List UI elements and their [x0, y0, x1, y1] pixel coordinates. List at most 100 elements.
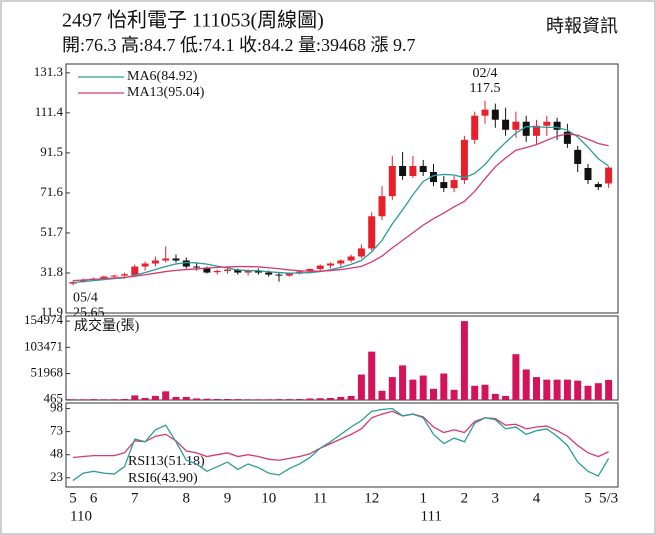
ma-line: [72, 125, 609, 284]
y-tick-label: 91.5: [40, 144, 63, 159]
volume-bar: [121, 398, 128, 400]
volume-bar: [491, 393, 499, 400]
x-tick-label: 1: [419, 490, 427, 506]
x-tick-label: 5: [69, 490, 77, 506]
candle-body: [151, 260, 159, 264]
candle-body: [605, 167, 613, 184]
candle-body: [254, 270, 262, 273]
candle-body: [388, 165, 396, 197]
legend-label: RSI13(51.18): [128, 454, 205, 469]
candle-body: [316, 265, 324, 269]
candle-body: [594, 184, 602, 188]
volume-bar: [543, 379, 551, 400]
y-tick-label: 51.7: [40, 224, 63, 239]
volume-bar: [481, 384, 489, 400]
volume-bar: [533, 377, 540, 400]
candle-body: [533, 125, 540, 136]
candle-body: [224, 269, 231, 271]
x-year-label: 111: [421, 508, 442, 524]
candle-body: [450, 180, 458, 189]
y-tick-label: 154974: [24, 312, 64, 327]
panel-title: 成交量(張): [74, 317, 140, 334]
volume-bar: [203, 398, 211, 400]
candle-body: [193, 266, 201, 268]
volume-bar: [460, 321, 468, 400]
volume-bar: [100, 399, 108, 400]
volume-bar: [337, 396, 345, 400]
volume-bar: [605, 379, 613, 400]
candle-body: [337, 260, 345, 264]
candle-body: [440, 182, 448, 189]
volume-bar: [285, 399, 293, 400]
candle-body: [460, 139, 468, 181]
volume-bar: [182, 396, 190, 400]
y-tick-label: 465: [44, 391, 64, 406]
y-tick-label: 98: [50, 400, 63, 415]
volume-bar: [151, 395, 159, 400]
volume-bar: [327, 397, 334, 400]
panel: [65, 402, 619, 488]
ma-line: [72, 133, 609, 282]
candle-body: [162, 258, 170, 261]
volume-bar: [306, 398, 314, 400]
candle-body: [502, 119, 510, 130]
annotation-date: 02/4: [473, 66, 498, 81]
volume-bar: [378, 390, 386, 400]
volume-bar: [471, 385, 479, 400]
volume-bar: [244, 399, 252, 400]
volume-bar: [512, 354, 520, 400]
candle-body: [141, 263, 149, 267]
volume-bar: [224, 398, 231, 400]
annotation-date: 05/4: [73, 291, 98, 306]
candle-body: [79, 279, 87, 283]
volume-bar: [316, 398, 324, 400]
candle-body: [100, 276, 108, 279]
candle-body: [553, 121, 561, 130]
volume-bar: [419, 375, 427, 400]
y-tick-label: 23: [50, 469, 63, 484]
legend-label: RSI6(43.90): [128, 471, 198, 486]
candle-body: [543, 121, 551, 126]
candle-body: [182, 260, 190, 267]
volume-bar: [553, 379, 561, 400]
volume-bar: [357, 374, 365, 400]
x-tick-label: 12: [364, 490, 379, 506]
candle-body: [203, 267, 211, 273]
x-tick-label: 4: [533, 490, 541, 506]
candle-body: [368, 216, 376, 249]
volume-bar: [131, 395, 139, 400]
rsi-line: [72, 407, 610, 482]
candle-body: [327, 263, 334, 266]
volume-bar: [265, 399, 273, 400]
volume-bar: [90, 399, 98, 400]
volume-bar: [409, 379, 417, 400]
volume-bar: [234, 399, 242, 400]
chart-subtitle: 開:76.3 高:84.7 低:74.1 收:84.2 量:39468 漲 9.…: [62, 35, 416, 55]
volume-bar: [193, 398, 201, 400]
candle-body: [481, 109, 489, 116]
volume-bar: [254, 399, 262, 400]
candle-body: [172, 258, 180, 261]
volume-bar: [450, 389, 458, 400]
x-tick-label: 2: [461, 490, 469, 506]
volume-bar: [502, 395, 510, 400]
x-year-label: 110: [70, 508, 92, 524]
volume-bar: [388, 377, 396, 400]
volume-bar: [213, 398, 221, 400]
candle-body: [306, 268, 314, 272]
x-tick-label: 8: [183, 490, 191, 506]
candle-body: [378, 196, 386, 217]
candle-body: [563, 131, 571, 144]
x-tick-label: 10: [261, 490, 276, 506]
candle-body: [110, 275, 118, 277]
annotation-value: 117.5: [470, 81, 501, 96]
volume-bar: [368, 351, 376, 400]
candle-body: [234, 269, 242, 273]
candle-body: [275, 274, 283, 276]
candle-body: [244, 270, 252, 273]
volume-bar: [110, 399, 118, 400]
y-tick-label: 11.9: [41, 304, 63, 319]
candle-body: [213, 270, 221, 273]
